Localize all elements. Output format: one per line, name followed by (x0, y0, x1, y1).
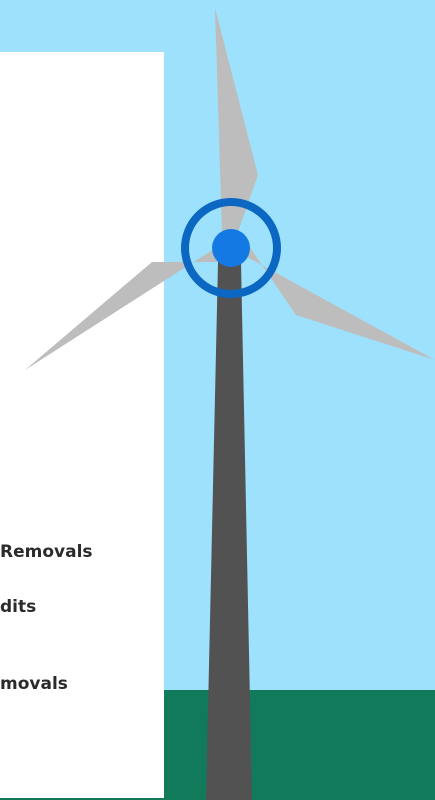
turbine-tower (206, 262, 252, 800)
label-removals-secondary: movals (0, 674, 68, 694)
hub-ring (181, 198, 281, 298)
turbine-blade-top (215, 8, 258, 232)
text-panel: Removals dits movals (0, 52, 164, 798)
turbine-blade-left (25, 240, 228, 370)
hub-center (212, 229, 250, 267)
label-removals: Removals (0, 542, 93, 562)
label-credits: dits (0, 597, 37, 617)
turbine-blade-right (238, 240, 435, 360)
